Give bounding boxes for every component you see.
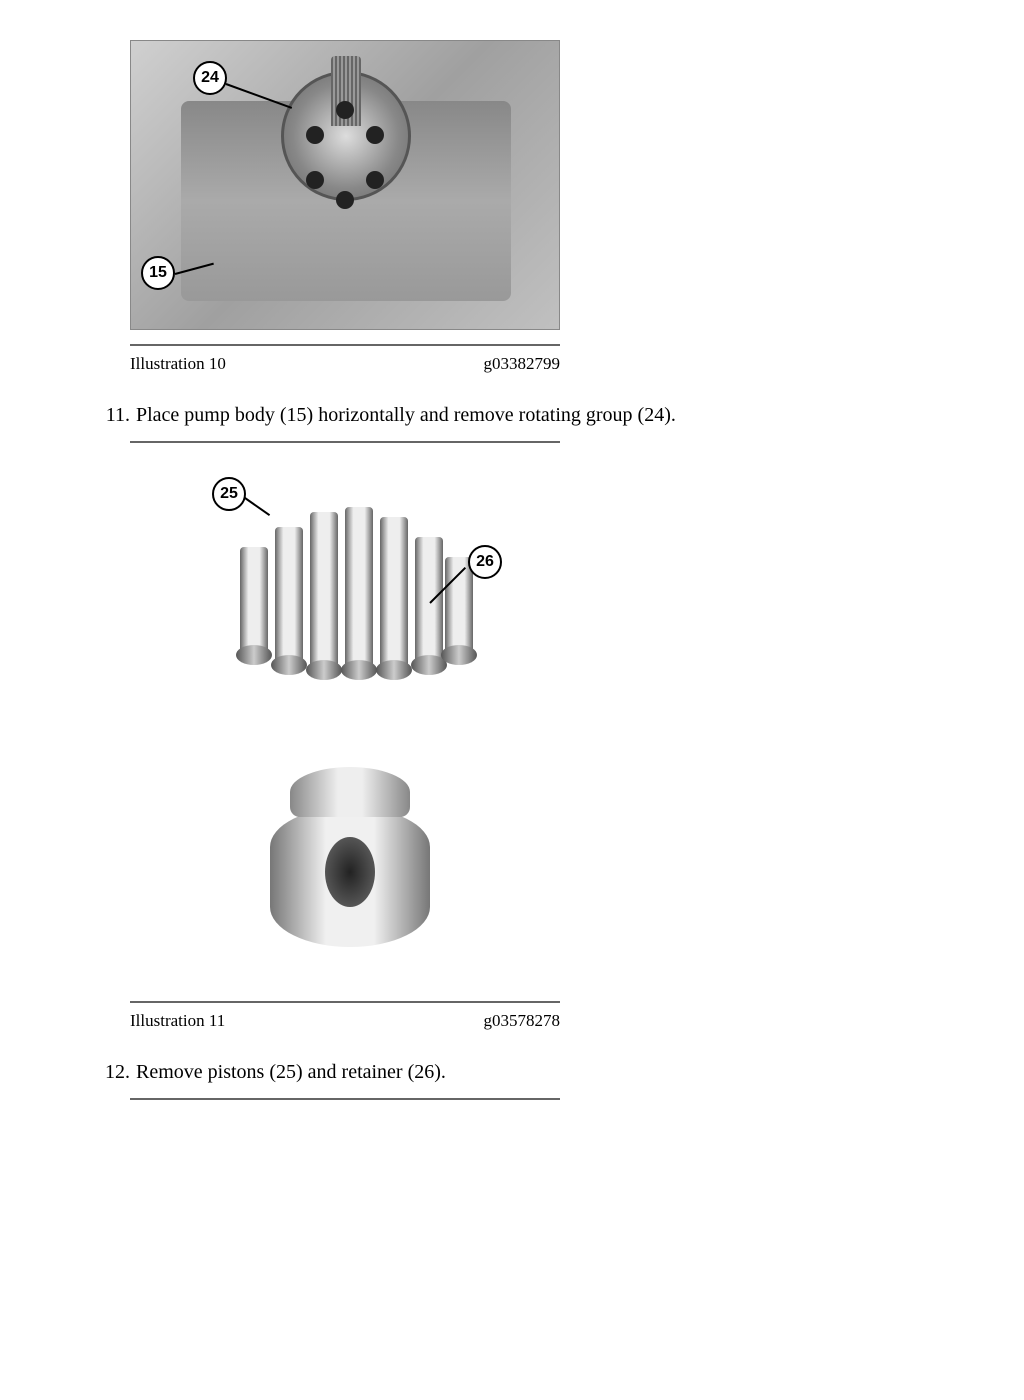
piston-cap	[271, 655, 307, 675]
illustration-11-label: Illustration 11	[130, 1011, 225, 1031]
illustration-10-caption: Illustration 10 g03382799	[130, 354, 560, 374]
retainer-top	[290, 767, 410, 817]
pump-hole	[306, 126, 324, 144]
step-12-text: Remove pistons (25) and retainer (26).	[136, 1061, 446, 1084]
divider	[130, 1001, 560, 1003]
callout-15: 15	[141, 256, 175, 290]
piston	[240, 547, 268, 657]
pump-hole	[366, 126, 384, 144]
step-11: 11. Place pump body (15) horizontally an…	[96, 404, 924, 427]
divider	[130, 441, 560, 443]
piston-cap	[376, 660, 412, 680]
piston-cap	[441, 645, 477, 665]
callout-15-label: 15	[149, 264, 167, 282]
callout-25: 25	[212, 477, 246, 511]
piston	[380, 517, 408, 672]
illustration-11-diagram: 25 26	[130, 457, 560, 987]
callout-26: 26	[468, 545, 502, 579]
piston-cap	[306, 660, 342, 680]
pump-hole	[336, 191, 354, 209]
illustration-10-photo: 24 15	[130, 40, 560, 330]
illustration-11-caption: Illustration 11 g03578278	[130, 1011, 560, 1031]
retainer-body	[270, 767, 430, 947]
pump-hole	[336, 101, 354, 119]
piston	[310, 512, 338, 672]
piston-cap	[341, 660, 377, 680]
piston-cap	[236, 645, 272, 665]
callout-24-label: 24	[201, 69, 219, 87]
piston	[345, 507, 373, 672]
illustration-10-label: Illustration 10	[130, 354, 226, 374]
illustration-10-code: g03382799	[484, 354, 561, 374]
piston	[275, 527, 303, 667]
retainer-hole	[325, 837, 375, 907]
step-12-number: 12.	[96, 1061, 130, 1084]
pump-hole	[366, 171, 384, 189]
step-11-number: 11.	[96, 404, 130, 427]
pump-hole	[306, 171, 324, 189]
step-12: 12. Remove pistons (25) and retainer (26…	[96, 1061, 924, 1084]
step-11-text: Place pump body (15) horizontally and re…	[136, 404, 676, 427]
divider	[130, 1098, 560, 1100]
divider	[130, 344, 560, 346]
callout-24: 24	[193, 61, 227, 95]
callout-25-label: 25	[220, 485, 238, 503]
illustration-11-code: g03578278	[484, 1011, 561, 1031]
callout-26-label: 26	[476, 553, 494, 571]
